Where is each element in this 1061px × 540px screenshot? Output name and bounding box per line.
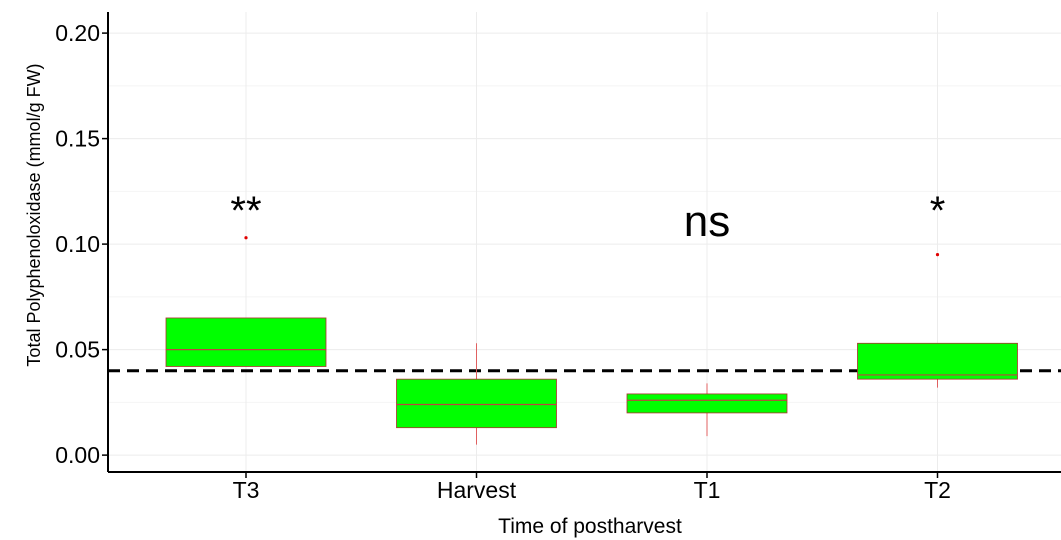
y-tick-label: 0.00 — [55, 442, 100, 468]
y-tick-label: 0.20 — [55, 20, 100, 46]
outlier-point — [244, 236, 248, 240]
annotation-layer: ** ns * — [230, 189, 945, 246]
x-tick-label: Harvest — [437, 477, 517, 503]
box-harvest — [396, 378, 557, 429]
y-tick-label: 0.10 — [55, 231, 100, 257]
x-tick-label: T3 — [233, 477, 260, 503]
x-axis-title: Time of postharvest — [498, 515, 682, 538]
box-layer — [165, 236, 1018, 445]
significance-label: ** — [230, 189, 261, 233]
grid-layer — [108, 12, 1061, 472]
box-t2 — [857, 342, 1018, 380]
outlier-point — [935, 253, 940, 257]
axis-layer: 0.00 0.05 0.10 0.15 0.20 T3 Harvest T1 T2 — [55, 12, 1061, 503]
significance-label: ns — [684, 197, 730, 246]
box-t1 — [626, 393, 788, 414]
x-tick-label: T2 — [924, 477, 951, 503]
significance-label: * — [930, 189, 946, 233]
box-t3 — [165, 317, 327, 367]
y-tick-label: 0.05 — [55, 337, 100, 363]
x-tick-label: T1 — [694, 477, 721, 503]
y-axis-title: Total Polyphenoloxidase (mmol/g FW) — [24, 63, 44, 366]
y-tick-label: 0.15 — [55, 126, 100, 152]
